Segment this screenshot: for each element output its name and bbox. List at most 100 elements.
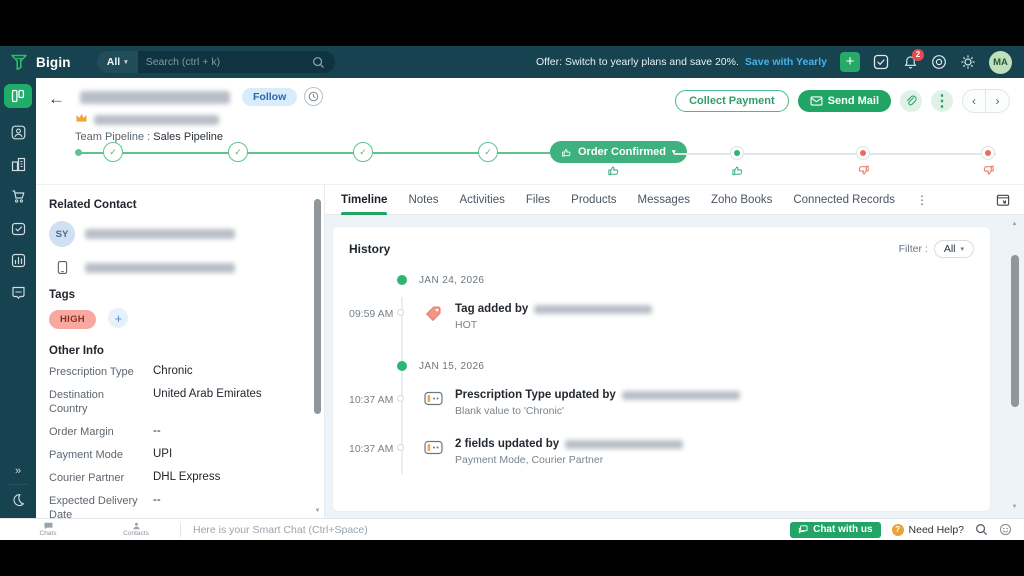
rail-signals-icon[interactable]: [10, 284, 26, 300]
field-update-icon: [422, 438, 444, 455]
search-input[interactable]: [137, 56, 312, 68]
scroll-down-icon[interactable]: ▼: [1011, 504, 1018, 510]
chat-bubbles-icon: [798, 525, 808, 534]
rail-products-icon[interactable]: [10, 188, 26, 204]
redacted-deal-name: [80, 91, 230, 104]
content-row: Related Contact SY Tags: [36, 185, 1024, 544]
contacts-shortcut[interactable]: Contacts: [92, 522, 180, 537]
timeline-entry[interactable]: 09:59 AM Tag added by: [333, 303, 990, 335]
caret-down-icon: ▾: [124, 59, 128, 66]
scroll-down-icon[interactable]: ▼: [314, 508, 321, 514]
send-mail-button[interactable]: Send Mail: [797, 90, 891, 112]
back-arrow-icon[interactable]: ←: [48, 89, 65, 108]
history-title: History: [349, 242, 391, 256]
quick-add-button[interactable]: +: [840, 52, 860, 72]
tab-files[interactable]: Files: [525, 193, 551, 206]
field-value[interactable]: United Arab Emirates: [153, 388, 262, 401]
current-stage-button[interactable]: Order Confirmed ▾: [550, 141, 687, 163]
attachment-paperclip-icon[interactable]: [900, 90, 922, 112]
stage-dot-open-green[interactable]: [730, 146, 744, 160]
need-help-link[interactable]: ? Need Help?: [891, 523, 964, 536]
expand-rail-icon[interactable]: »: [14, 465, 22, 477]
related-contact-item[interactable]: SY: [49, 221, 304, 247]
rail-bottom-group: »: [0, 465, 36, 508]
credits-icon[interactable]: [931, 54, 947, 70]
search-scope-value: All: [106, 56, 121, 68]
rail-activities-icon[interactable]: [10, 220, 26, 236]
stage-check-icon[interactable]: ✓: [103, 142, 123, 162]
feedback-icon[interactable]: [999, 523, 1012, 536]
rail-contacts-icon[interactable]: [10, 124, 26, 140]
record-tabs: Timeline Notes Activities Files Products…: [325, 185, 1024, 215]
user-avatar[interactable]: MA: [989, 50, 1012, 74]
popout-window-icon[interactable]: [996, 193, 1010, 207]
team-pipeline-value[interactable]: Sales Pipeline: [153, 131, 223, 143]
tasks-icon[interactable]: [873, 54, 889, 70]
entry-title: Tag added by: [455, 303, 653, 315]
global-search[interactable]: All ▾: [96, 51, 335, 73]
smart-chat-bar: Chats Contacts Chat with us ? Need Help?: [0, 518, 1024, 540]
rail-pipelines-icon[interactable]: [4, 84, 32, 108]
bottom-bar-divider: [180, 522, 181, 537]
bigin-logo-icon[interactable]: [10, 53, 28, 71]
stage-dot-lost-red[interactable]: [856, 146, 870, 160]
scrollbar-thumb[interactable]: [1011, 255, 1019, 407]
tab-messages[interactable]: Messages: [637, 193, 690, 206]
chats-shortcut[interactable]: Chats: [4, 522, 92, 537]
record-header: ← Follow Team Pipeline : Sales Pipeline: [36, 78, 1024, 185]
stage-check-icon[interactable]: ✓: [478, 142, 498, 162]
chat-with-us-button[interactable]: Chat with us: [790, 521, 881, 538]
tab-timeline[interactable]: Timeline: [341, 185, 388, 215]
previous-record-icon[interactable]: ‹: [963, 90, 986, 112]
rail-dashboard-icon[interactable]: [10, 252, 26, 268]
module-rail: »: [0, 78, 36, 518]
offer-link[interactable]: Save with Yearly: [744, 56, 827, 68]
entry-subtitle: Blank value to 'Chronic': [455, 405, 565, 417]
thumb-up-icon: [732, 166, 743, 176]
field-value[interactable]: --: [153, 494, 161, 507]
rail-companies-icon[interactable]: [10, 156, 26, 172]
mail-icon: [810, 96, 823, 106]
search-icon[interactable]: [975, 523, 988, 536]
timeline-entry[interactable]: 10:37 AM 2 fields updated by: [333, 438, 990, 470]
scroll-up-icon[interactable]: ▲: [1011, 221, 1018, 227]
follow-button[interactable]: Follow: [242, 88, 298, 106]
add-tag-icon[interactable]: +: [108, 308, 129, 328]
field-value[interactable]: --: [153, 424, 161, 437]
timeline-entry[interactable]: 10:37 AM Prescription Type updated by: [333, 389, 990, 421]
search-scope-dropdown[interactable]: All ▾: [96, 51, 138, 73]
smart-chat-input[interactable]: [193, 523, 791, 536]
next-record-icon[interactable]: ›: [995, 94, 1000, 108]
collect-payment-button[interactable]: Collect Payment: [675, 90, 789, 112]
tab-zoho-books[interactable]: Zoho Books: [710, 193, 773, 206]
filter-dropdown[interactable]: All ▾: [933, 240, 974, 258]
field-value[interactable]: Chronic: [153, 365, 193, 378]
tab-products[interactable]: Products: [571, 193, 617, 206]
tab-notes[interactable]: Notes: [408, 193, 439, 206]
stage-history-icon[interactable]: [304, 87, 323, 106]
entry-node: [397, 444, 404, 451]
field-value[interactable]: UPI: [153, 447, 173, 460]
tag-chip[interactable]: HIGH: [49, 310, 96, 330]
contact-avatar[interactable]: SY: [49, 221, 75, 247]
settings-gear-icon[interactable]: [960, 54, 976, 70]
field-label: Prescription Type: [49, 366, 134, 379]
notifications-bell-icon[interactable]: 2: [902, 49, 924, 70]
contact-phone-row[interactable]: [49, 260, 304, 275]
redacted-contact-name: [85, 229, 235, 239]
dark-mode-moon-icon[interactable]: [10, 492, 26, 508]
tab-activities[interactable]: Activities: [459, 193, 505, 206]
field-value[interactable]: DHL Express: [153, 471, 221, 484]
stage-dot-lost-red[interactable]: [981, 146, 995, 160]
scrollbar-thumb[interactable]: [314, 199, 321, 414]
tab-connected-records[interactable]: Connected Records: [793, 193, 895, 206]
timeline-scrollbar[interactable]: ▲ ▼: [1011, 221, 1019, 510]
tabs-more-icon[interactable]: ⋮: [916, 192, 928, 207]
stage-check-icon[interactable]: ✓: [353, 142, 373, 162]
field-label: Expected Delivery Date: [49, 495, 138, 521]
stage-check-icon[interactable]: ✓: [228, 142, 248, 162]
more-options-icon[interactable]: ⋮: [931, 90, 953, 112]
left-panel-scrollbar[interactable]: ▼: [314, 191, 321, 514]
notification-badge: 2: [912, 49, 924, 61]
